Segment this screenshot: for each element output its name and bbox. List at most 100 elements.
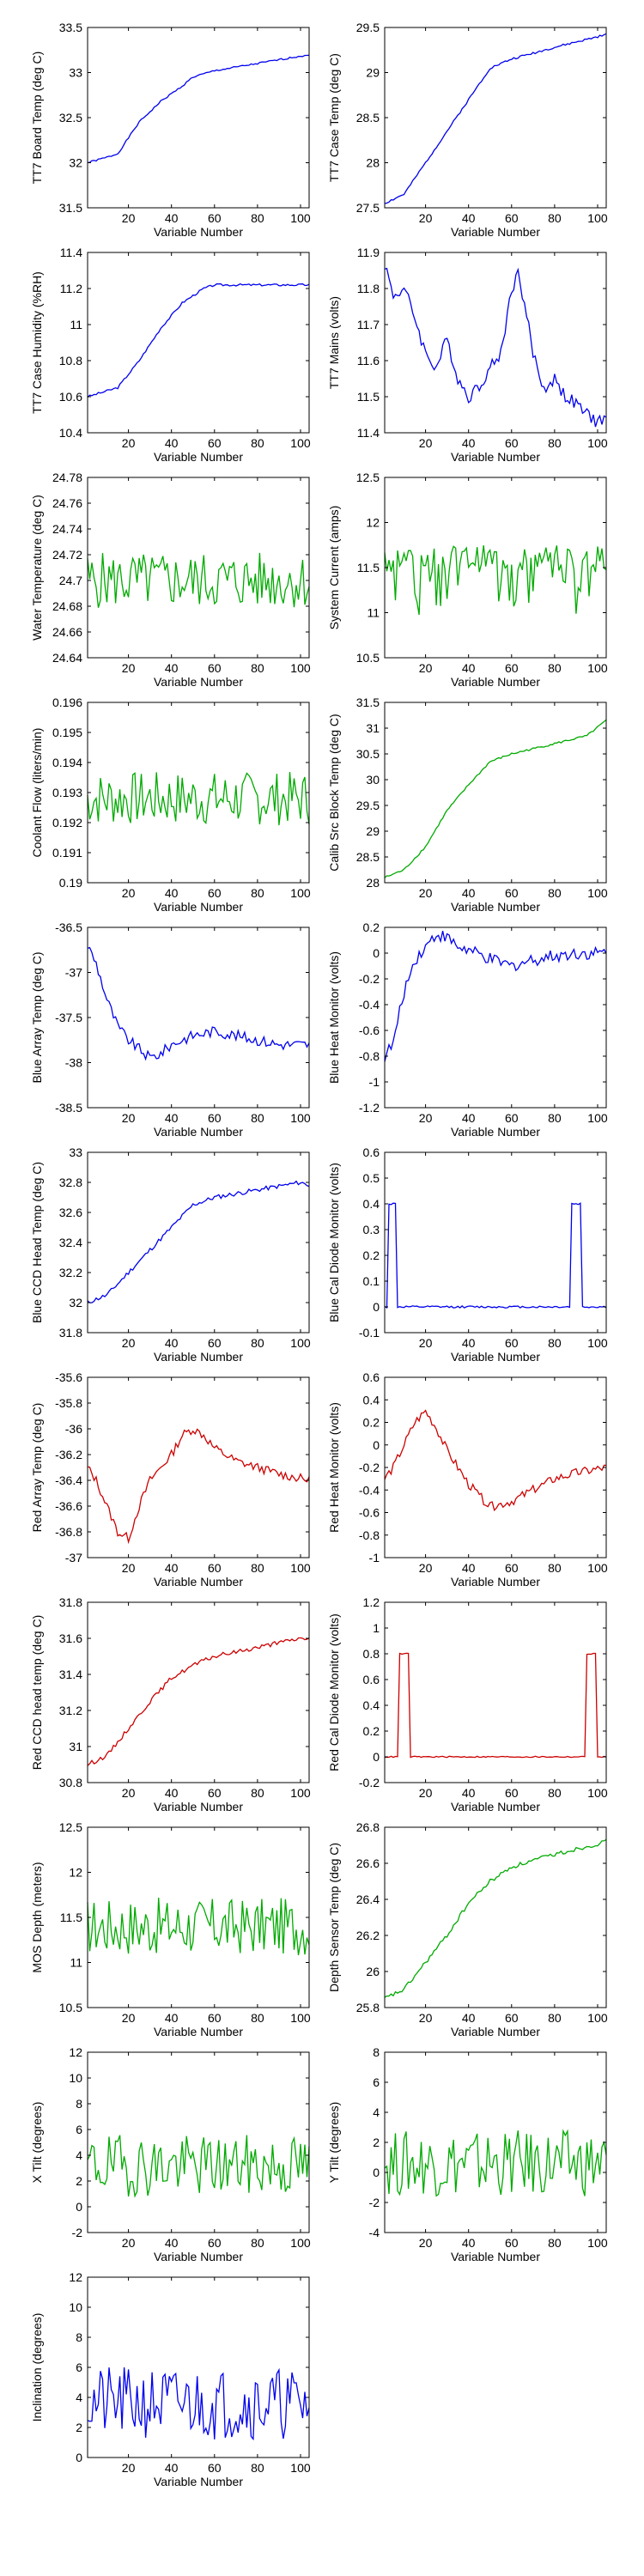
x-tick-label: 40 xyxy=(462,1561,476,1575)
y-tick-label: 8 xyxy=(373,2045,380,2059)
y-tick-label: 26 xyxy=(366,1965,380,1978)
x-tick-label: 20 xyxy=(419,211,433,225)
y-tick-label: 32.6 xyxy=(59,1206,82,1219)
y-tick-label: 32 xyxy=(69,1296,82,1309)
y-axis-label: Water Temperature (deg C) xyxy=(30,495,44,641)
y-tick-label: -35.8 xyxy=(55,1396,82,1410)
y-axis-label: Red Array Temp (deg C) xyxy=(30,1403,44,1533)
x-tick-label: 40 xyxy=(165,886,179,900)
x-tick-label: 100 xyxy=(290,2236,311,2250)
y-tick-label: 0.6 xyxy=(363,1145,380,1159)
x-tick-label: 100 xyxy=(587,2236,608,2250)
y-tick-label: 24.68 xyxy=(52,599,82,613)
y-axis-label: Coolant Flow (liters/min) xyxy=(30,728,44,858)
x-tick-label: 20 xyxy=(419,1561,433,1575)
x-axis-label: Variable Number xyxy=(154,1350,243,1364)
x-tick-label: 80 xyxy=(251,2011,264,2025)
x-tick-label: 80 xyxy=(548,211,562,225)
y-tick-label: -37 xyxy=(65,966,82,980)
y-tick-label: 30.8 xyxy=(59,1776,82,1789)
y-tick-label: 12.5 xyxy=(356,471,380,484)
y-tick-label: -36.2 xyxy=(55,1448,82,1461)
y-tick-label: 6 xyxy=(76,2360,82,2374)
y-axis-label: Blue Cal Diode Monitor (volts) xyxy=(327,1163,341,1322)
series-line xyxy=(87,2135,310,2198)
y-tick-label: 32.8 xyxy=(59,1176,82,1189)
y-tick-label: 11 xyxy=(367,606,380,620)
chart-panel-10: 20 40 60 80 100 -1.2 -1 -0.8 -0.6 -0.4 -0.2 0 0.2 Var… xyxy=(327,920,608,1139)
x-tick-label: 40 xyxy=(462,1111,476,1125)
y-tick-label: 10 xyxy=(69,2071,82,2085)
chart-panel-9: 20 40 60 80 100 -38.5 -38 -37.5 -37 -36.5 Variable… xyxy=(30,920,311,1139)
x-tick-label: 60 xyxy=(208,1561,222,1575)
x-tick-label: 60 xyxy=(505,1336,519,1350)
y-tick-label: 0.4 xyxy=(363,1393,380,1406)
y-tick-label: 28.5 xyxy=(356,850,380,864)
x-tick-label: 20 xyxy=(419,661,433,675)
x-axis-label: Variable Number xyxy=(154,1575,243,1589)
x-axis-label: Variable Number xyxy=(451,1125,540,1139)
plot-frame xyxy=(87,252,310,434)
y-tick-label: -38.5 xyxy=(55,1101,82,1115)
series-line xyxy=(384,719,607,878)
x-tick-label: 80 xyxy=(548,2011,562,2025)
y-axis-label: Depth Sensor Temp (deg C) xyxy=(327,1843,341,1992)
x-tick-label: 40 xyxy=(165,1561,179,1575)
x-axis-label: Variable Number xyxy=(451,1350,540,1364)
y-tick-label: -0.1 xyxy=(359,1326,380,1340)
y-tick-label: -36 xyxy=(65,1422,82,1436)
x-tick-label: 20 xyxy=(122,211,136,225)
y-tick-label: 2 xyxy=(76,2174,82,2188)
y-tick-label: 28 xyxy=(366,156,380,170)
chart-panel-16: 20 40 60 80 100 -0.2 0 0.2 0.4 0.6 0.8 1 1.2 Variable… xyxy=(327,1595,608,1814)
plot-frame xyxy=(384,252,607,434)
plot-frame xyxy=(384,702,607,884)
x-tick-label: 40 xyxy=(165,2011,179,2025)
chart-panel-1: 20 40 60 80 100 31.5 32 32.5 33 33.5 Variable Numb… xyxy=(30,21,311,239)
series-line xyxy=(384,267,607,428)
x-axis-label: Variable Number xyxy=(154,675,243,689)
x-tick-label: 60 xyxy=(505,436,519,450)
x-tick-label: 60 xyxy=(505,886,519,900)
x-tick-label: 40 xyxy=(462,436,476,450)
x-tick-label: 20 xyxy=(419,436,433,450)
y-tick-label: 12 xyxy=(366,516,380,530)
y-tick-label: 8 xyxy=(76,2330,82,2344)
x-tick-label: 60 xyxy=(505,2236,519,2250)
y-tick-label: 32.5 xyxy=(59,111,82,125)
y-tick-label: 0.195 xyxy=(52,726,82,739)
plot-frame xyxy=(384,1376,607,1558)
x-tick-label: 40 xyxy=(462,661,476,675)
y-tick-label: 31 xyxy=(69,1740,82,1753)
y-tick-label: -1.2 xyxy=(359,1101,380,1115)
x-tick-label: 20 xyxy=(122,2461,136,2475)
x-tick-label: 20 xyxy=(419,886,433,900)
y-tick-label: 33 xyxy=(69,66,82,80)
y-axis-label: Blue Heat Monitor (volts) xyxy=(327,951,341,1084)
series-line xyxy=(384,545,607,616)
y-axis-label: Red Heat Monitor (volts) xyxy=(327,1402,341,1533)
x-axis-label: Variable Number xyxy=(451,2025,540,2038)
x-tick-label: 100 xyxy=(290,1561,311,1575)
y-tick-label: 1 xyxy=(373,1621,380,1635)
y-axis-label: System Current (amps) xyxy=(327,506,341,630)
series-line xyxy=(384,33,607,204)
x-tick-label: 20 xyxy=(122,1786,136,1800)
series-line xyxy=(87,1428,310,1545)
x-tick-label: 100 xyxy=(587,1561,608,1575)
y-tick-label: 0 xyxy=(373,1750,380,1764)
y-tick-label: -0.2 xyxy=(359,1461,380,1474)
y-tick-label: 31.5 xyxy=(356,696,380,709)
x-tick-label: 100 xyxy=(290,661,311,675)
series-line xyxy=(384,1202,607,1309)
y-tick-label: -0.8 xyxy=(359,1528,380,1542)
plot-frame xyxy=(384,1601,607,1783)
x-tick-label: 20 xyxy=(122,1111,136,1125)
x-axis-label: Variable Number xyxy=(154,2025,243,2038)
series-line xyxy=(384,1652,607,1759)
chart-panel-12: 20 40 60 80 100 -0.1 0 0.1 0.2 0.3 0.4 0.5 0.6 Variab… xyxy=(327,1145,608,1364)
y-tick-label: 11.6 xyxy=(357,354,380,368)
chart-panel-21: 20 40 60 80 100 0 2 4 6 8 10 12 Variable Number Incli… xyxy=(30,2270,311,2488)
y-tick-label: 0.2 xyxy=(363,1249,380,1262)
